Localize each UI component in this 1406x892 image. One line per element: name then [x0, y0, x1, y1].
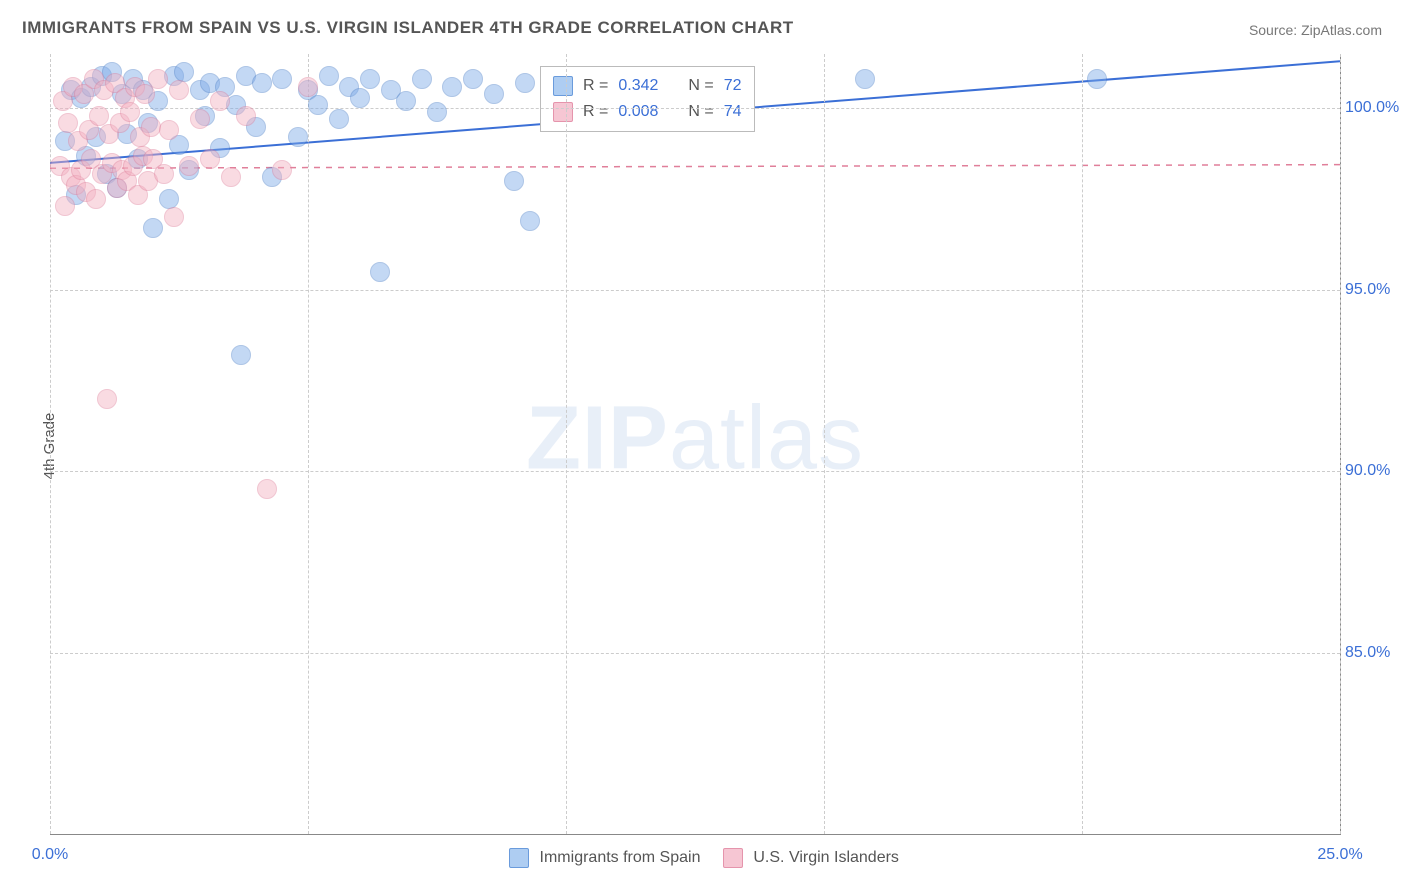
stats-legend: R = 0.342 N = 72 R = 0.008 N = 74: [540, 66, 755, 132]
legend-swatch-blue-icon: [553, 76, 573, 96]
data-point: [855, 69, 875, 89]
data-point: [520, 211, 540, 231]
data-point: [141, 117, 161, 137]
data-point: [442, 77, 462, 97]
data-point: [210, 91, 230, 111]
data-point: [308, 95, 328, 115]
series-legend: Immigrants from Spain U.S. Virgin Island…: [50, 848, 1340, 868]
data-point: [350, 88, 370, 108]
data-point: [257, 479, 277, 499]
grid-line-h: [50, 290, 1340, 291]
data-point: [272, 69, 292, 89]
legend-label-blue: Immigrants from Spain: [540, 849, 701, 866]
y-tick-label: 90.0%: [1345, 462, 1400, 480]
n-value-pink: 74: [724, 99, 742, 125]
data-point: [143, 218, 163, 238]
x-tick-label: 0.0%: [32, 846, 68, 864]
r-value-pink: 0.008: [618, 99, 658, 125]
data-point: [89, 106, 109, 126]
data-point: [236, 106, 256, 126]
grid-line-v: [824, 54, 825, 834]
data-point: [58, 113, 78, 133]
trend-lines: [50, 54, 1340, 834]
data-point: [463, 69, 483, 89]
grid-line-v: [1082, 54, 1083, 834]
stats-legend-row-blue: R = 0.342 N = 72: [553, 73, 742, 99]
data-point: [221, 167, 241, 187]
data-point: [231, 345, 251, 365]
watermark: ZIPatlas: [526, 387, 864, 490]
y-tick-label: 85.0%: [1345, 644, 1400, 662]
data-point: [252, 73, 272, 93]
data-point: [200, 149, 220, 169]
data-point: [174, 62, 194, 82]
data-point: [515, 73, 535, 93]
y-tick-label: 100.0%: [1345, 99, 1400, 117]
data-point: [427, 102, 447, 122]
data-point: [179, 156, 199, 176]
plot-area: ZIPatlas R = 0.342 N = 72 R = 0.008 N = …: [50, 54, 1341, 835]
y-tick-label: 95.0%: [1345, 281, 1400, 299]
data-point: [159, 189, 179, 209]
data-point: [148, 69, 168, 89]
grid-line-v: [566, 54, 567, 834]
data-point: [272, 160, 292, 180]
stats-legend-row-pink: R = 0.008 N = 74: [553, 99, 742, 125]
legend-label-pink: U.S. Virgin Islanders: [753, 849, 899, 866]
data-point: [288, 127, 308, 147]
x-tick-label: 25.0%: [1317, 846, 1362, 864]
data-point: [1087, 69, 1107, 89]
grid-line-v: [308, 54, 309, 834]
data-point: [329, 109, 349, 129]
grid-line-h: [50, 653, 1340, 654]
legend-swatch-pink-icon: [723, 848, 743, 868]
grid-line-v: [1340, 54, 1341, 834]
watermark-rest: atlas: [669, 388, 864, 488]
data-point: [319, 66, 339, 86]
n-value-blue: 72: [724, 73, 742, 99]
n-label: N =: [688, 99, 713, 125]
chart-source: Source: ZipAtlas.com: [1249, 22, 1382, 38]
r-label: R =: [583, 99, 608, 125]
data-point: [396, 91, 416, 111]
legend-swatch-pink-icon: [553, 102, 573, 122]
legend-swatch-blue-icon: [509, 848, 529, 868]
data-point: [55, 196, 75, 216]
data-point: [120, 102, 140, 122]
data-point: [154, 164, 174, 184]
data-point: [484, 84, 504, 104]
data-point: [370, 262, 390, 282]
data-point: [412, 69, 432, 89]
data-point: [86, 189, 106, 209]
grid-line-h: [50, 471, 1340, 472]
watermark-bold: ZIP: [526, 388, 669, 488]
n-label: N =: [688, 73, 713, 99]
data-point: [190, 109, 210, 129]
data-point: [159, 120, 179, 140]
data-point: [360, 69, 380, 89]
data-point: [169, 80, 189, 100]
trend-line: [50, 165, 1340, 169]
data-point: [298, 77, 318, 97]
data-point: [97, 389, 117, 409]
chart-title: IMMIGRANTS FROM SPAIN VS U.S. VIRGIN ISL…: [22, 18, 794, 38]
data-point: [504, 171, 524, 191]
r-label: R =: [583, 73, 608, 99]
data-point: [164, 207, 184, 227]
r-value-blue: 0.342: [618, 73, 658, 99]
